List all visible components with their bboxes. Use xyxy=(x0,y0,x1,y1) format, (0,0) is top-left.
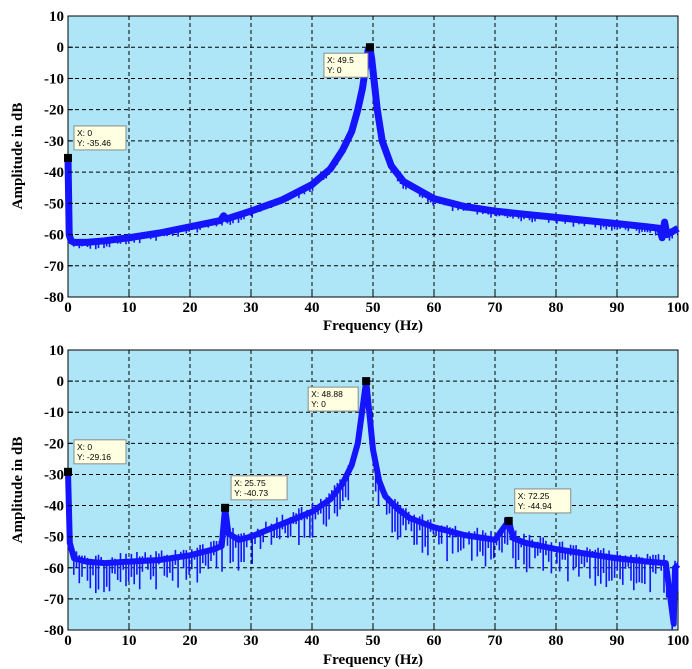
x-tick-label: 90 xyxy=(610,633,625,649)
x-tick-label: 20 xyxy=(183,300,198,316)
bottom-spectrum-panel: 0 10 20 30 40 50 60 70 80 90 100100-10-20-30-40-50… xyxy=(10,343,689,668)
datatip-y-value: Y: -40.73 xyxy=(234,488,268,498)
y-tick-label: 0 xyxy=(57,40,65,56)
y-tick-label: -50 xyxy=(44,196,64,212)
y-tick-label: -70 xyxy=(44,592,64,608)
y-tick-label: -40 xyxy=(44,165,64,181)
datatip-x-value: X: 72.25 xyxy=(518,491,550,501)
y-tick-label: 10 xyxy=(49,343,64,359)
x-tick-label: 20 xyxy=(183,633,198,649)
y-tick-label: -60 xyxy=(44,561,64,577)
y-tick-label: -70 xyxy=(44,259,64,275)
x-tick-label: 0 xyxy=(64,633,72,649)
y-tick-label: -30 xyxy=(44,134,64,150)
x-tick-label: 70 xyxy=(488,300,503,316)
y-axis-label: Amplitude in dB xyxy=(10,103,26,210)
y-tick-label: -80 xyxy=(44,623,64,639)
x-tick-label: 50 xyxy=(366,633,381,649)
y-tick-label: 0 xyxy=(57,374,65,390)
y-tick-label: -20 xyxy=(44,436,64,452)
y-tick-label: -10 xyxy=(44,405,64,421)
x-tick-label: 60 xyxy=(427,633,442,649)
x-tick-label: 0 xyxy=(64,300,72,316)
x-tick-label: 40 xyxy=(305,633,320,649)
x-tick-label: 40 xyxy=(305,300,320,316)
datatip-y-value: Y: 0 xyxy=(327,65,342,75)
datatip-x-value: X: 48.88 xyxy=(311,389,343,399)
datatip-marker[interactable] xyxy=(505,517,513,525)
y-tick-label: -50 xyxy=(44,530,64,546)
x-axis-label: Frequency (Hz) xyxy=(323,318,423,334)
datatip-y-value: Y: -35.46 xyxy=(77,138,111,148)
datatip-x-value: X: 49.5 xyxy=(327,55,354,65)
datatip-y-value: Y: 0 xyxy=(311,399,326,409)
y-tick-label: -10 xyxy=(44,71,64,87)
x-tick-label: 30 xyxy=(244,300,259,316)
y-tick-label: -30 xyxy=(44,467,64,483)
x-tick-label: 50 xyxy=(366,300,381,316)
x-tick-label: 30 xyxy=(244,633,259,649)
x-tick-label: 100 xyxy=(667,300,690,316)
datatip-marker[interactable] xyxy=(366,43,374,51)
x-tick-label: 80 xyxy=(549,300,564,316)
datatip-y-value: Y: -44.94 xyxy=(518,501,552,511)
x-tick-label: 80 xyxy=(549,633,564,649)
datatip-x-value: X: 25.75 xyxy=(234,478,266,488)
y-tick-label: -60 xyxy=(44,228,64,244)
y-tick-label: -20 xyxy=(44,103,64,119)
datatip-y-value: Y: -29.16 xyxy=(77,452,111,462)
x-tick-label: 10 xyxy=(122,300,137,316)
datatip-marker[interactable] xyxy=(362,377,370,385)
datatip-marker[interactable] xyxy=(64,468,72,476)
y-axis-label: Amplitude in dB xyxy=(10,437,26,544)
top-spectrum-panel: 0 10 20 30 40 50 60 70 80 90 100100-10-20-30-40-50… xyxy=(10,9,689,334)
x-tick-label: 60 xyxy=(427,300,442,316)
x-tick-label: 100 xyxy=(667,633,690,649)
y-tick-label: 10 xyxy=(49,9,64,25)
x-tick-label: 70 xyxy=(488,633,503,649)
y-tick-label: -40 xyxy=(44,499,64,515)
y-tick-label: -80 xyxy=(44,290,64,306)
datatip-x-value: X: 0 xyxy=(77,128,92,138)
x-axis-label: Frequency (Hz) xyxy=(323,652,423,668)
datatip-marker[interactable] xyxy=(221,504,229,512)
x-tick-label: 10 xyxy=(122,633,137,649)
x-tick-label: 90 xyxy=(610,300,625,316)
datatip-x-value: X: 0 xyxy=(77,442,92,452)
datatip-marker[interactable] xyxy=(64,154,72,162)
